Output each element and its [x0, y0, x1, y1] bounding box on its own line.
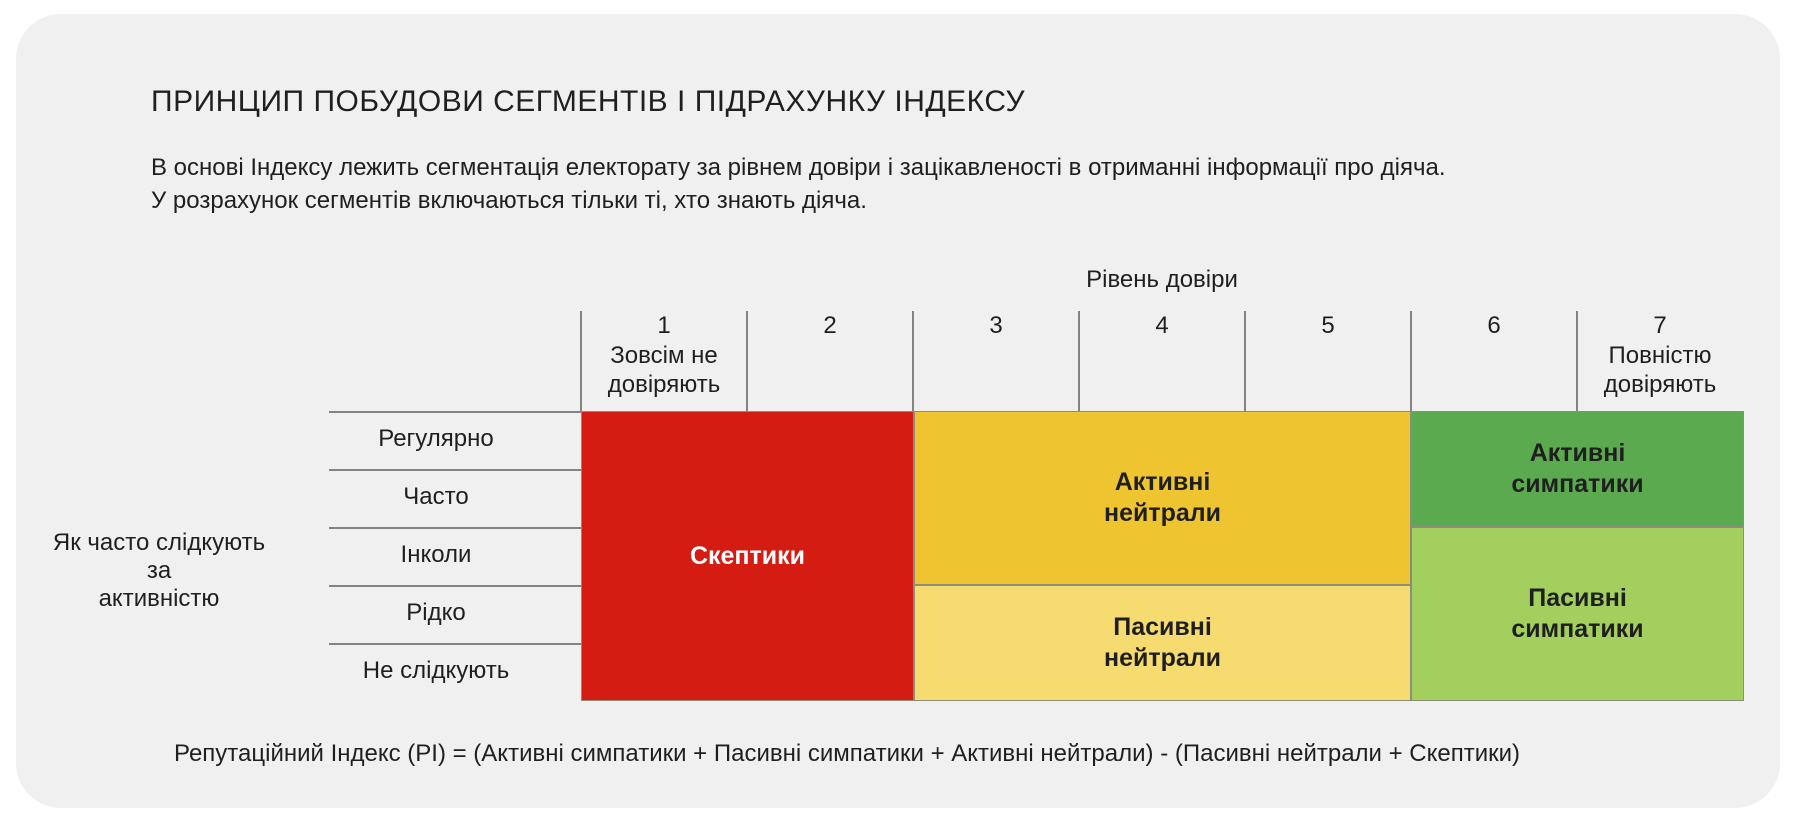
column-divider-line	[1244, 311, 1246, 411]
activity-axis-title-line-2: активністю	[98, 585, 220, 612]
segment-active-neutrals: Активні нейтрали	[914, 411, 1411, 585]
segment-active-sympathizers: Активні симпатики	[1411, 411, 1744, 527]
segment-label-line: Скептики	[689, 541, 806, 570]
row-label-never: Не слідкують	[362, 657, 510, 684]
activity-axis-title-line-1: Як часто слідкують за	[52, 529, 266, 584]
segment-label-line: Активні	[1529, 439, 1626, 467]
segment-skeptics: Скептики	[581, 411, 914, 701]
trust-scale-4: 4	[1155, 312, 1169, 339]
trust-scale-1-caption-line-2: довіряють	[607, 371, 721, 398]
segment-label-line: симпатики	[1511, 615, 1644, 643]
slide-panel: ПРИНЦИП ПОБУДОВИ СЕГМЕНТІВ І ПІДРАХУНКУ …	[16, 14, 1780, 808]
trust-scale-7-caption: Повністю довіряють	[1577, 341, 1743, 399]
segment-label-line: Пасивні	[1528, 584, 1627, 612]
segment-label-line: симпатики	[1511, 470, 1644, 498]
row-divider-line	[329, 643, 582, 645]
index-formula: Репутаційний Індекс (РІ) = (Активні симп…	[174, 740, 1521, 767]
column-divider-line	[746, 311, 748, 411]
slide-title: ПРИНЦИП ПОБУДОВИ СЕГМЕНТІВ І ПІДРАХУНКУ …	[151, 85, 1026, 118]
trust-scale-6: 6	[1487, 312, 1501, 339]
column-divider-line	[1576, 311, 1578, 411]
row-divider-line	[329, 411, 582, 413]
segment-passive-sympathizers: Пасивні симпатики	[1411, 527, 1744, 701]
row-label-regularly: Регулярно	[378, 425, 494, 452]
trust-axis-title: Рівень довіри	[1086, 266, 1238, 293]
row-label-often: Часто	[403, 483, 469, 510]
trust-scale-7: 7	[1653, 312, 1667, 339]
row-divider-line	[329, 527, 582, 529]
row-label-rarely: Рідко	[406, 599, 466, 626]
column-divider-line	[1078, 311, 1080, 411]
column-divider-line	[580, 311, 582, 411]
row-divider-line	[329, 469, 582, 471]
intro-line-2: У розрахунок сегментів включаються тільк…	[151, 187, 867, 214]
segment-label-line: Пасивні	[1113, 613, 1212, 641]
trust-scale-7-caption-line-2: довіряють	[1603, 371, 1717, 398]
segment-label-line: Активні	[1114, 468, 1211, 496]
trust-scale-1-caption: Зовсім не довіряють	[581, 341, 747, 399]
column-divider-line	[912, 311, 914, 411]
trust-scale-3: 3	[989, 312, 1003, 339]
column-divider-line	[1410, 311, 1412, 411]
segment-passive-neutrals: Пасивні нейтрали	[914, 585, 1411, 701]
segment-label-line: нейтрали	[1103, 499, 1222, 527]
trust-scale-7-caption-line-1: Повністю	[1608, 342, 1712, 369]
trust-scale-1: 1	[657, 312, 671, 339]
trust-scale-5: 5	[1321, 312, 1335, 339]
trust-scale-2: 2	[823, 312, 837, 339]
intro-line-1: В основі Індексу лежить сегментація елек…	[151, 154, 1446, 181]
trust-scale-1-caption-line-1: Зовсім не	[610, 342, 718, 369]
activity-axis-title: Як часто слідкують за активністю	[44, 529, 274, 613]
row-label-sometimes: Інколи	[400, 541, 472, 568]
segment-label-line: нейтрали	[1103, 644, 1222, 672]
row-divider-line	[329, 585, 582, 587]
